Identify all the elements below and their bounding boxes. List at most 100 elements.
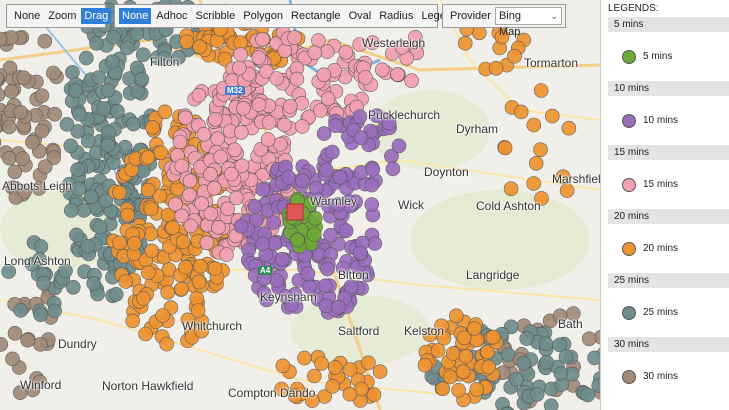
isochrone-point [330, 197, 346, 212]
isochrone-point [100, 83, 116, 98]
isochrone-point [0, 113, 2, 123]
isochrone-point [58, 263, 73, 279]
legend-swatch-icon [622, 113, 636, 128]
isochrone-point [168, 197, 183, 212]
draw-scribble-button[interactable]: Scribble [195, 10, 236, 22]
draw-none-button[interactable]: None [119, 8, 152, 24]
isochrone-point [0, 87, 6, 102]
center-marker[interactable] [286, 203, 304, 221]
isochrone-point [259, 63, 274, 79]
isochrone-point [178, 259, 193, 275]
legend-item-label: 10 mins [643, 115, 679, 126]
isochrone-point [194, 196, 209, 211]
provider-toolbar: Provider Bing Map ⌄ [442, 4, 566, 38]
map-canvas[interactable]: Westerleigh Tormarton Filton Pucklechurc… [0, 0, 600, 410]
legend-item-label: 5 mins [643, 51, 673, 62]
isochrone-point [552, 308, 568, 324]
isochrone-point [174, 208, 189, 224]
isochrone-point [526, 176, 542, 191]
isochrone-point [304, 393, 320, 408]
isochrone-point [0, 31, 8, 47]
isochrone-point [2, 150, 17, 166]
isochrone-point [391, 138, 407, 154]
legend-swatch-icon [622, 49, 636, 64]
isochrone-point [0, 123, 2, 134]
isochrone-point [290, 232, 305, 248]
isochrone-point [251, 50, 267, 65]
isochrone-point [543, 398, 559, 410]
isochrone-point [317, 278, 333, 294]
isochrone-point [561, 120, 577, 136]
legend-item-label: 20 mins [643, 243, 679, 254]
isochrone-point [66, 279, 81, 295]
legend-title: LEGENDS: [608, 3, 659, 14]
isochrone-point [255, 182, 271, 197]
isochrone-point [500, 406, 513, 410]
mode-drag-button[interactable]: Drag [81, 8, 112, 24]
place-label: Warmley [310, 194, 357, 208]
isochrone-point [480, 344, 495, 360]
isochrone-point [64, 203, 79, 218]
isochrone-point [526, 117, 542, 133]
isochrone-point [417, 357, 433, 373]
isochrone-point [20, 332, 35, 348]
isochrone-point [507, 48, 522, 64]
isochrone-point [581, 331, 597, 347]
isochrone-point [455, 364, 471, 380]
isochrone-point [199, 235, 215, 251]
isochrone-point [232, 60, 247, 76]
isochrone-point [203, 166, 218, 182]
isochrone-point [325, 144, 340, 160]
isochrone-point [125, 313, 140, 329]
draw-rectangle-button[interactable]: Rectangle [291, 10, 341, 22]
isochrone-point [513, 104, 529, 120]
place-label: Kelston [404, 324, 445, 338]
draw-oval-button[interactable]: Oval [348, 10, 372, 22]
isochrone-point [529, 387, 545, 402]
isochrone-point [47, 303, 62, 319]
map-layer[interactable] [0, 0, 600, 410]
provider-select[interactable]: Bing Map ⌄ [494, 7, 562, 38]
isochrone-point [404, 73, 419, 88]
mode-zoom-button[interactable]: Zoom [48, 10, 77, 22]
isochrone-point [33, 337, 48, 352]
isochrone-point [17, 184, 32, 199]
isochrone-point [0, 138, 2, 147]
isochrone-point [174, 281, 189, 297]
isochrone-point [203, 206, 219, 222]
isochrone-point [365, 162, 381, 177]
isochrone-point [533, 142, 548, 157]
isochrone-point [436, 330, 452, 346]
draw-radius-button[interactable]: Radius [379, 10, 414, 22]
isochrone-point [500, 347, 516, 363]
isochrone-point [343, 279, 359, 295]
isochrone-point [175, 234, 191, 249]
isochrone-point [297, 350, 312, 366]
isochrone-point [519, 331, 535, 346]
isochrone-point [65, 65, 80, 80]
isochrone-point [91, 70, 107, 85]
isochrone-point [83, 189, 99, 204]
draw-adhoc-button[interactable]: Adhoc [156, 10, 188, 22]
isochrone-point [191, 87, 207, 103]
provider-select-value: Bing Map [498, 10, 521, 38]
isochrone-point [210, 131, 225, 146]
isochrone-point [79, 50, 94, 66]
isochrone-point [172, 134, 188, 150]
isochrone-point [190, 303, 206, 318]
draw-polygon-button[interactable]: Polygon [243, 10, 284, 22]
isochrone-point [105, 54, 120, 69]
isochrone-point [251, 97, 267, 112]
isochrone-point [318, 162, 334, 178]
isochrone-point [136, 291, 151, 306]
isochrone-point [106, 29, 121, 45]
isochrone-point [458, 348, 474, 364]
isochrone-point [32, 252, 47, 267]
isochrone-point [234, 158, 250, 174]
isochrone-point [558, 349, 574, 364]
mode-none-button[interactable]: None [14, 10, 41, 22]
isochrone-point [353, 130, 369, 145]
isochrone-point [69, 227, 84, 243]
isochrone-point [68, 83, 83, 98]
isochrone-point [76, 203, 92, 218]
